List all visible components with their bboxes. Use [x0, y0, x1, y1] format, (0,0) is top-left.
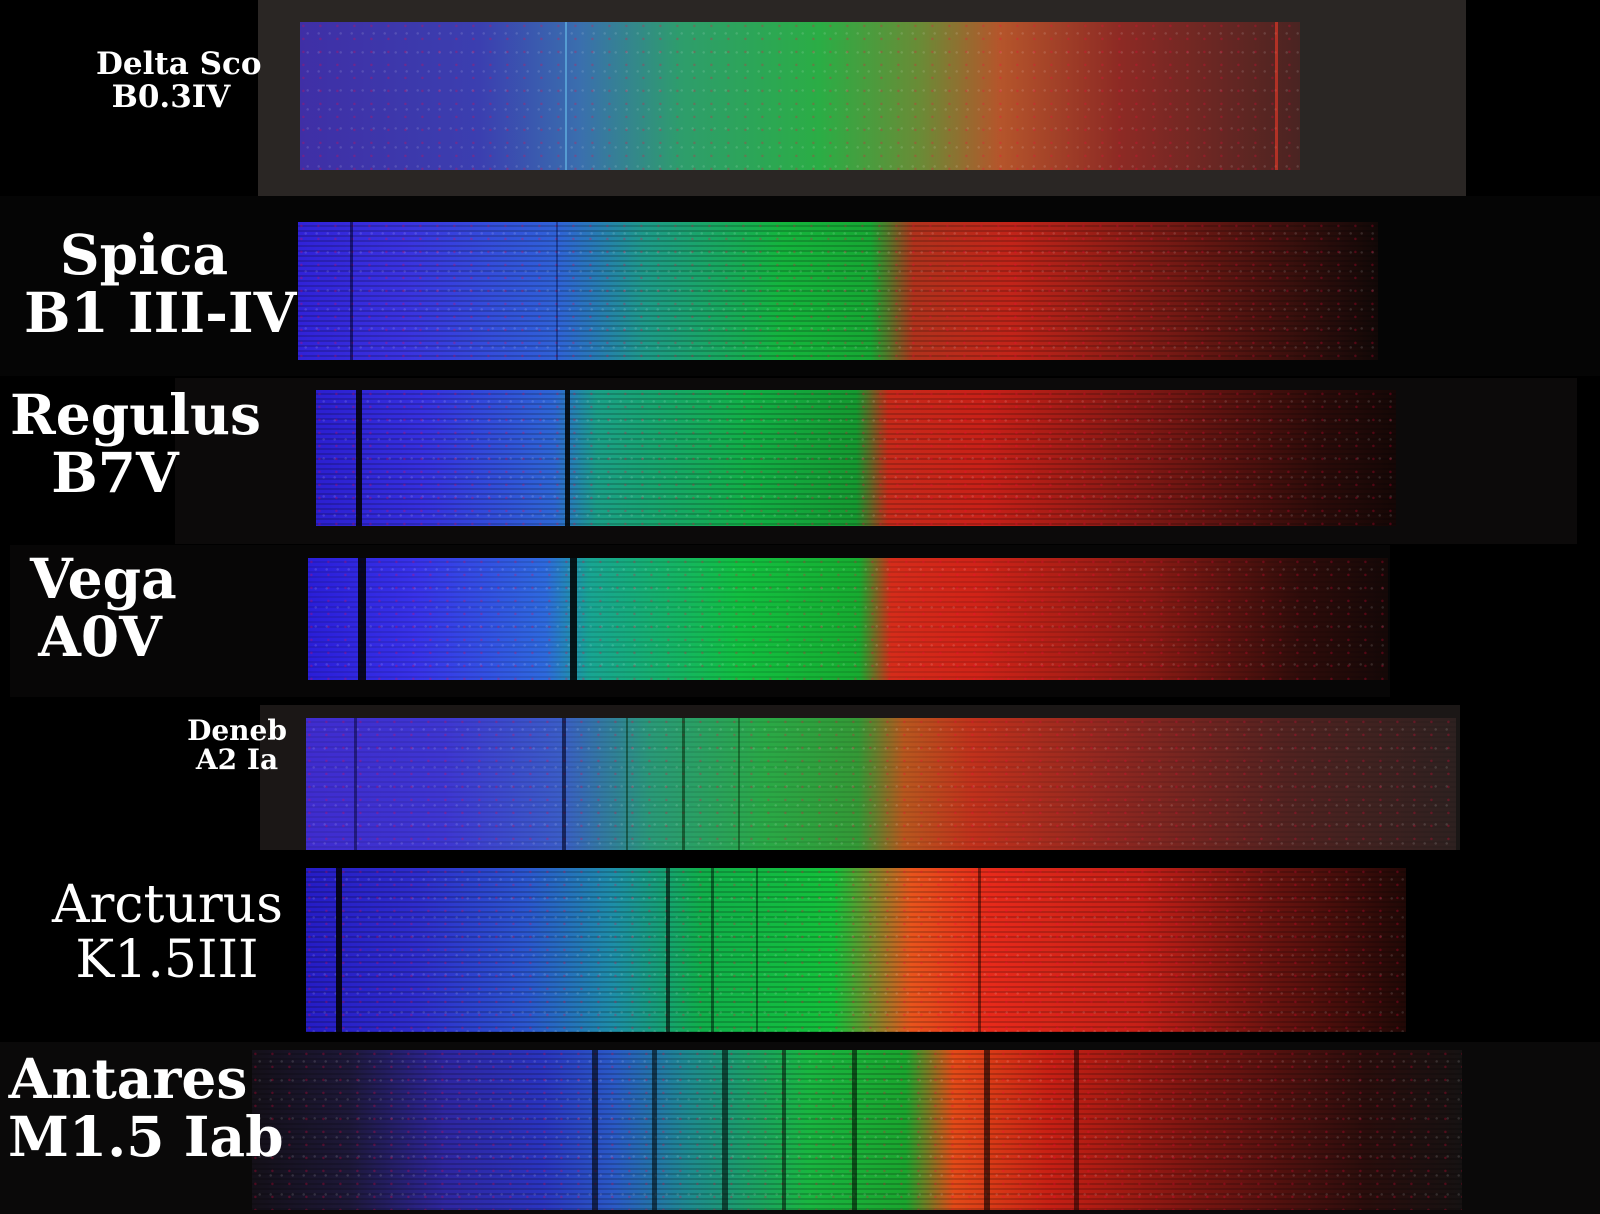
star-type: A2 Ia [195, 743, 279, 777]
spectrum-deneb [306, 718, 1456, 850]
spectrum-vega [308, 558, 1388, 680]
star-name: Arcturus [52, 875, 283, 935]
star-type: B7V [51, 439, 179, 505]
spectrum-antares [252, 1050, 1462, 1210]
label-vega: Vega A0V [30, 546, 177, 669]
star-name: Spica [59, 222, 229, 287]
label-arcturus: Arcturus K1.5III [52, 875, 283, 990]
label-spica: Spica B1 III-IV [24, 222, 297, 345]
star-name: Antares [8, 1046, 248, 1111]
star-name: Regulus [10, 382, 261, 447]
star-name: Delta Sco [96, 46, 262, 82]
star-type: A0V [38, 603, 162, 669]
star-type: K1.5III [75, 929, 259, 990]
star-name: Vega [30, 546, 177, 611]
spectrum-arcturus [306, 868, 1406, 1032]
label-regulus: Regulus B7V [10, 382, 261, 505]
spectrum-delta-sco [300, 22, 1300, 170]
spectrum-regulus [316, 390, 1396, 526]
label-deneb: Deneb A2 Ia [182, 716, 292, 775]
spectrum-spica [298, 222, 1378, 360]
label-antares: Antares M1.5 Iab [8, 1046, 284, 1169]
star-type: M1.5 Iab [8, 1103, 284, 1169]
star-type: B1 III-IV [24, 279, 297, 345]
star-type: B0.3IV [111, 78, 231, 115]
star-name: Deneb [187, 714, 287, 747]
label-delta-sco: Delta Sco B0.3IV [96, 46, 262, 115]
